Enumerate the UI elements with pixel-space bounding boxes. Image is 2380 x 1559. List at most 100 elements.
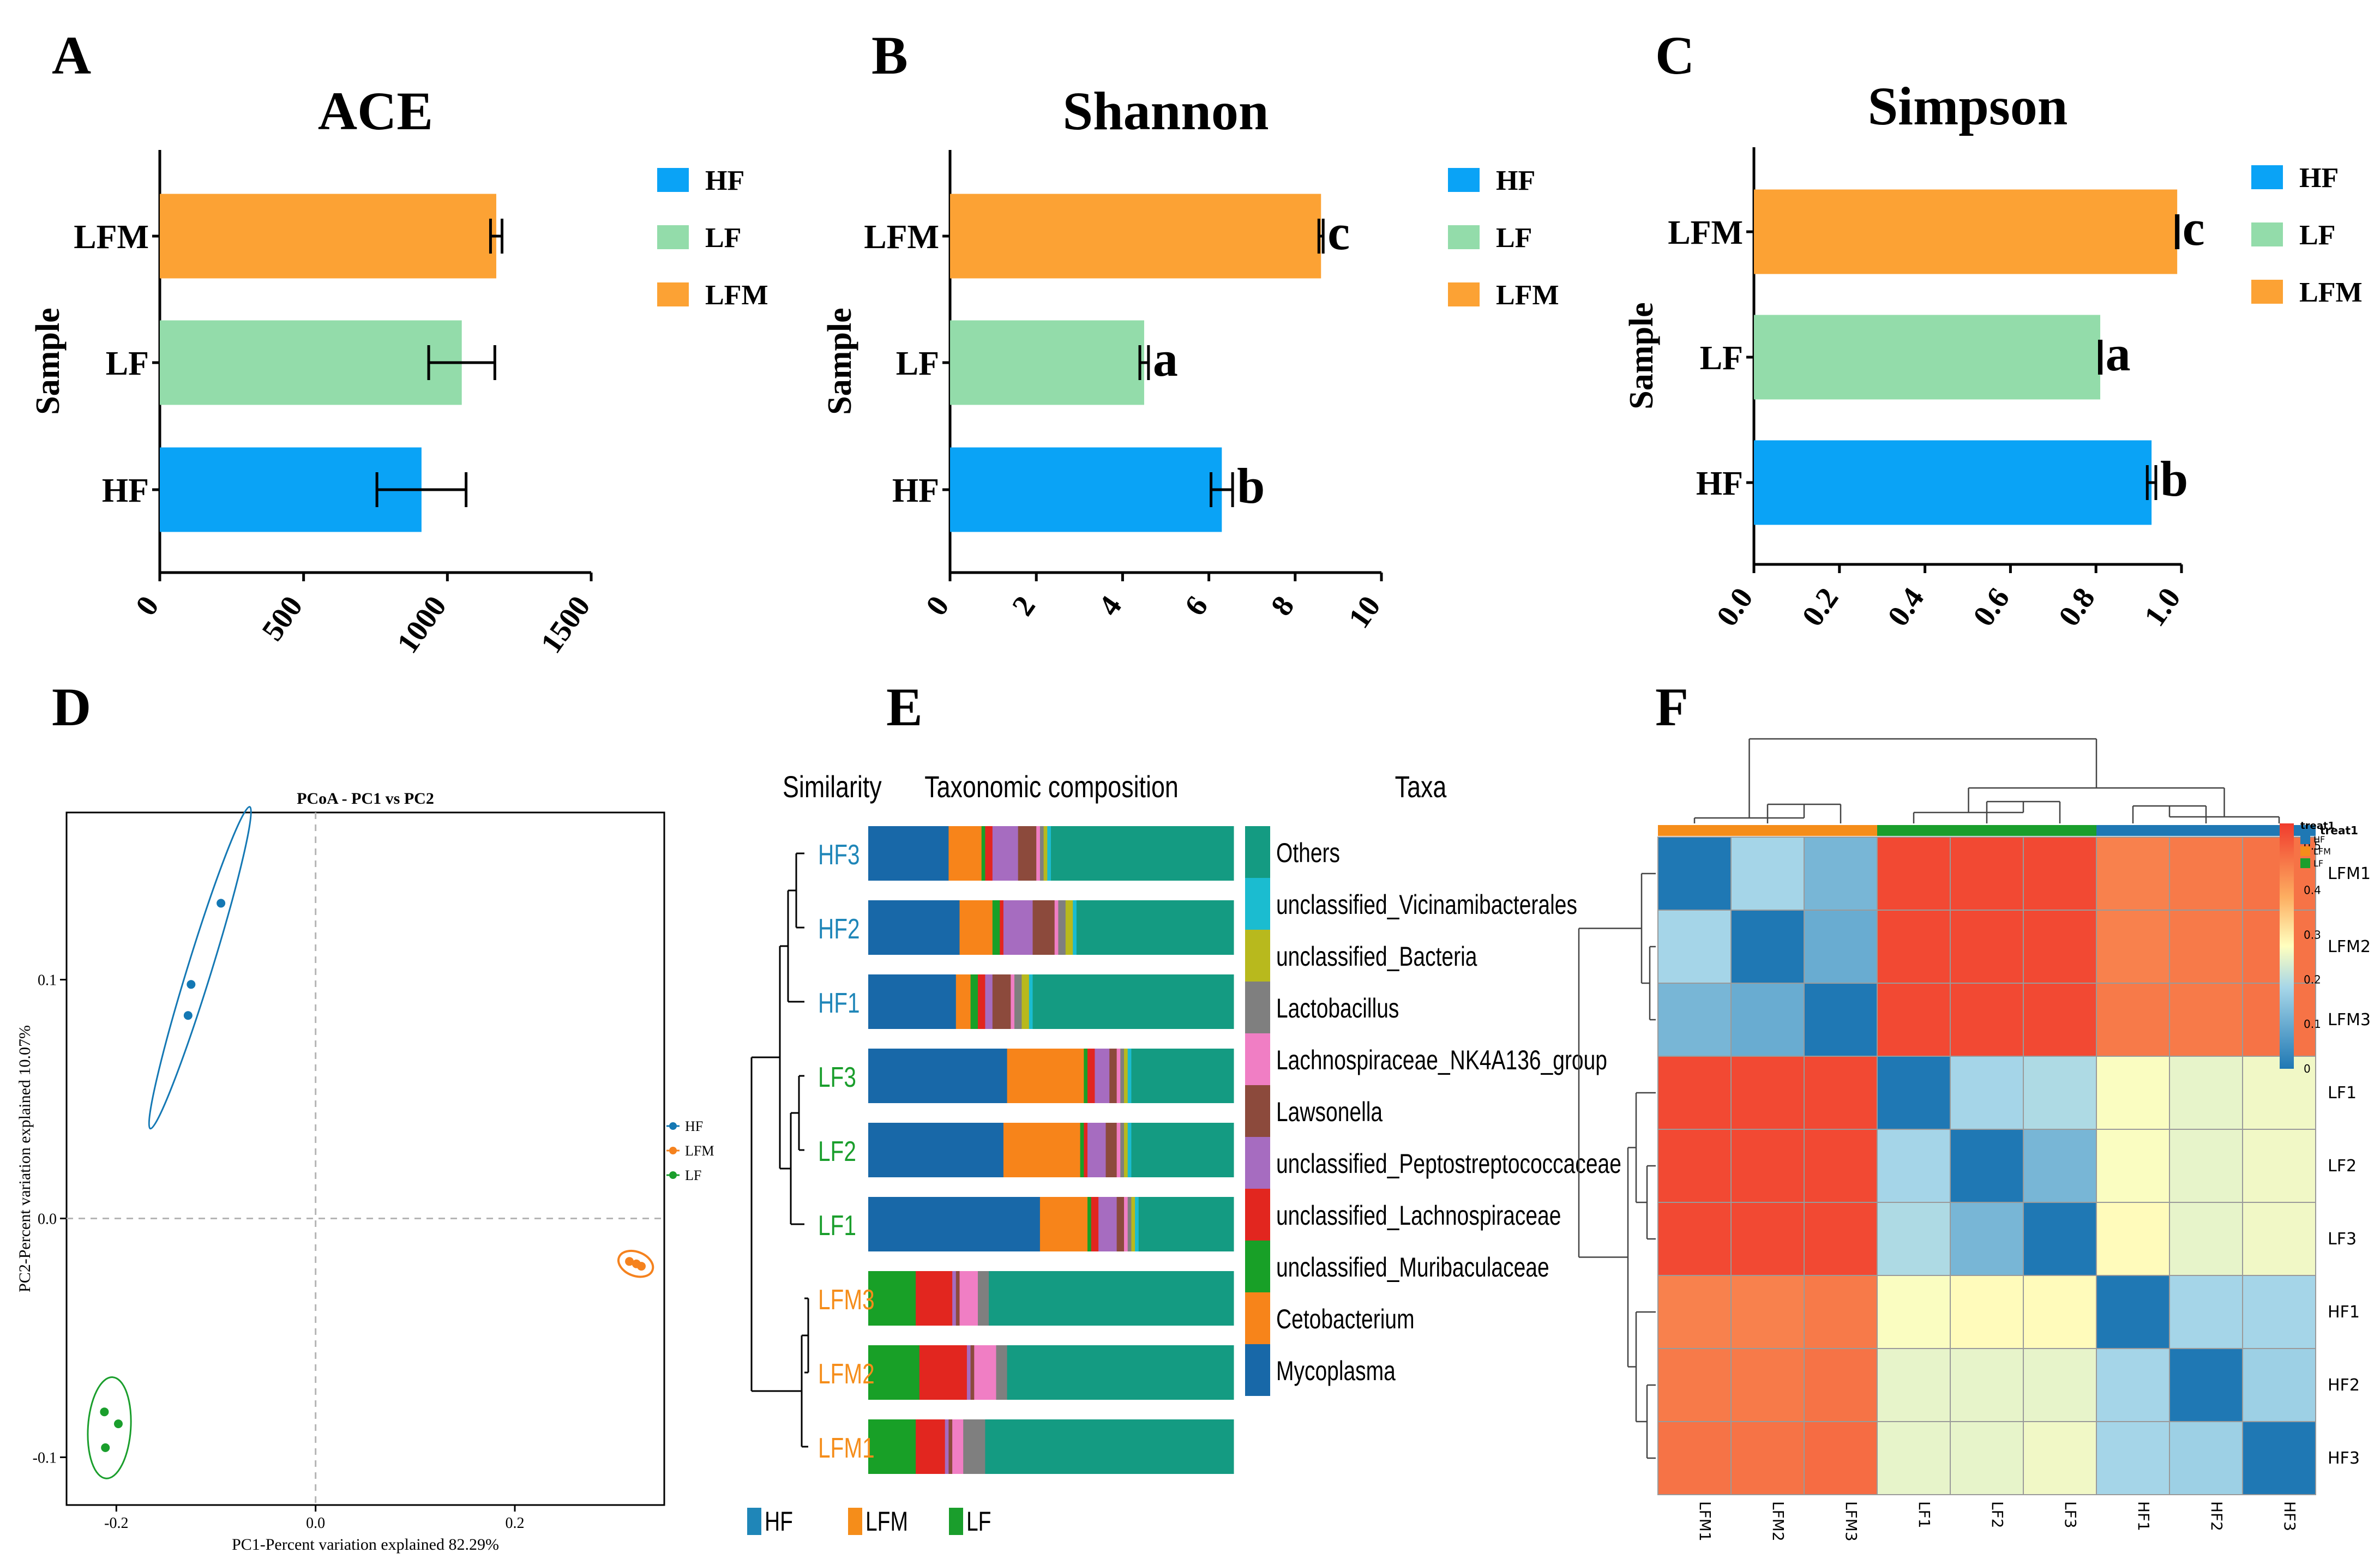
y-tick-label: HF xyxy=(1696,465,1743,502)
x-tick-label: 0 xyxy=(919,590,956,622)
stack-segment xyxy=(948,1419,953,1474)
heatmap-cell xyxy=(2169,1129,2243,1203)
heatmap-cell xyxy=(1950,1202,2024,1276)
chart-title: Shannon xyxy=(1062,81,1269,141)
stack-segment xyxy=(1018,826,1037,881)
stack-segment xyxy=(1131,1197,1135,1251)
row-label: HF2 xyxy=(2328,1376,2360,1395)
heatmap-cell xyxy=(1657,1129,1732,1203)
heatmap-cell xyxy=(1730,1348,1805,1422)
point-hf xyxy=(183,1011,193,1020)
heatmap-cell xyxy=(1877,836,1951,911)
x-tick-label: 0.0 xyxy=(1710,582,1760,633)
y-tick-label: 0.1 xyxy=(38,972,57,989)
stack-segment xyxy=(1124,1197,1128,1251)
stack-segment xyxy=(1032,900,1055,955)
stack-segment xyxy=(1116,1197,1125,1251)
header-composition: Taxonomic composition xyxy=(924,769,1179,804)
heatmap-cell xyxy=(2096,1202,2170,1276)
row-label: LFM1 xyxy=(2328,864,2371,883)
significance-letter: b xyxy=(2160,451,2188,507)
legend-label: LFM xyxy=(685,1143,714,1159)
y-axis-label: Sample xyxy=(821,308,858,414)
stack-segment xyxy=(1091,1197,1099,1251)
column-label: LFM1 xyxy=(1696,1501,1714,1542)
stack-segment xyxy=(1007,1049,1084,1103)
heatmap-cell xyxy=(2169,836,2243,911)
significance-letter: c xyxy=(1327,204,1350,260)
significance-letter: a xyxy=(2106,326,2131,381)
stack-segment xyxy=(955,1271,960,1326)
annotation-cell xyxy=(2023,825,2096,836)
stack-segment xyxy=(1039,826,1044,881)
y-tick-label: LF xyxy=(1700,340,1743,377)
heatmap-cell xyxy=(1804,1421,1878,1495)
annotation-cell xyxy=(1658,825,1731,836)
legend-marker-lf xyxy=(669,1171,677,1179)
point-hf xyxy=(187,980,196,989)
point-lf xyxy=(113,1419,123,1429)
row-label: HF1 xyxy=(2328,1303,2360,1322)
sample-label: LF3 xyxy=(818,1061,856,1093)
stack-segment xyxy=(1014,974,1022,1029)
legend-label: LF xyxy=(685,1167,701,1183)
stack-segment xyxy=(1087,1049,1095,1103)
stack-segment xyxy=(963,1419,985,1474)
x-tick-label: 10 xyxy=(1342,590,1387,634)
stack-segment xyxy=(868,1123,1004,1177)
heatmap-cell xyxy=(2023,1056,2097,1130)
bar-hf xyxy=(1754,440,2152,525)
sample-label: HF1 xyxy=(818,987,860,1019)
stack-segment xyxy=(1120,1049,1125,1103)
heatmap-cell xyxy=(1950,1275,2024,1349)
colorbar-tick-label: 0.2 xyxy=(2304,973,2321,986)
stack-segment xyxy=(1011,974,1015,1029)
plot-frame xyxy=(65,811,665,1506)
stack-segment xyxy=(868,1049,1008,1103)
stack-segment xyxy=(966,1345,971,1400)
sample-label: LFM2 xyxy=(818,1358,875,1389)
colorbar-tick-label: 0.1 xyxy=(2304,1018,2321,1031)
annotation-legend-label: HF xyxy=(2313,834,2325,845)
heatmap-cell xyxy=(1730,1056,1805,1130)
stack-segment xyxy=(955,974,971,1029)
heatmap-cell xyxy=(2169,983,2243,1057)
taxa-legend-label: Others xyxy=(1276,837,1340,868)
legend-swatch-lf xyxy=(657,225,689,249)
heatmap-cell xyxy=(1877,1202,1951,1276)
stack-segment xyxy=(1098,1197,1117,1251)
heatmap-cell xyxy=(1657,1202,1732,1276)
stack-segment xyxy=(1084,1123,1088,1177)
header-similarity: Similarity xyxy=(783,769,882,804)
panel-letter-e: E xyxy=(886,677,923,737)
x-tick-label: 1.0 xyxy=(2138,582,2187,633)
stack-segment xyxy=(916,1271,953,1326)
heatmap-cell xyxy=(1804,910,1878,984)
column-label: LF3 xyxy=(2062,1501,2080,1528)
row-label: LF1 xyxy=(2328,1084,2357,1103)
legend-label: HF xyxy=(2299,162,2339,194)
heatmap-cell xyxy=(1657,1056,1732,1130)
heatmap-cell xyxy=(1877,1348,1951,1422)
heatmap-cell xyxy=(2096,983,2170,1057)
legend-marker-hf xyxy=(669,1122,677,1130)
stack-segment xyxy=(1073,900,1077,955)
heatmap-cell xyxy=(2242,1275,2316,1349)
stack-segment xyxy=(868,974,957,1029)
stack-segment xyxy=(868,1345,920,1400)
stack-segment xyxy=(981,826,985,881)
stack-segment xyxy=(1007,1345,1234,1400)
heatmap-cell xyxy=(2242,1348,2316,1422)
panel-letter-a: A xyxy=(52,25,91,86)
stack-segment xyxy=(1095,1049,1110,1103)
heatmap-cell xyxy=(1657,1348,1732,1422)
heatmap-cell xyxy=(1730,1421,1805,1495)
stack-segment xyxy=(985,826,993,881)
y-axis-label: PC2-Percent variation explained 10.07% xyxy=(16,1025,34,1292)
bar-lfm xyxy=(950,194,1321,279)
stack-segment xyxy=(1054,900,1059,955)
heatmap-cell xyxy=(1657,1421,1732,1495)
stack-segment xyxy=(1087,1123,1106,1177)
stack-segment xyxy=(996,1345,1008,1400)
stack-segment xyxy=(1000,900,1004,955)
